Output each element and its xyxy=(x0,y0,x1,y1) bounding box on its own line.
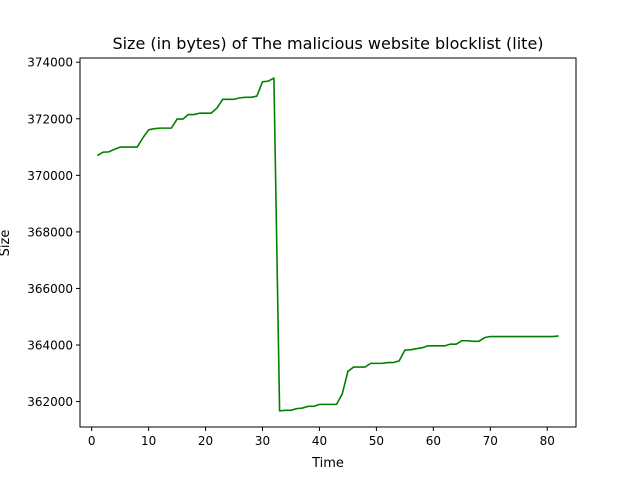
x-tick-label: 40 xyxy=(312,434,327,448)
x-tick-label: 50 xyxy=(369,434,384,448)
y-axis-label: Size xyxy=(0,230,13,257)
y-tick-label: 370000 xyxy=(27,169,73,183)
x-tick-label: 30 xyxy=(255,434,270,448)
y-tick-label: 366000 xyxy=(27,282,73,296)
chart-title: Size (in bytes) of The malicious website… xyxy=(112,34,543,53)
x-tick-label: 80 xyxy=(540,434,555,448)
y-tick-label: 364000 xyxy=(27,339,73,353)
x-axis-ticks: 0 10 20 30 40 50 60 70 80 xyxy=(88,427,555,448)
y-tick-label: 374000 xyxy=(27,56,73,70)
y-tick-label: 372000 xyxy=(27,112,73,126)
y-axis-ticks: 362000 364000 366000 368000 370000 372000 3740… xyxy=(27,56,80,409)
y-tick-label: 368000 xyxy=(27,225,73,239)
x-axis-label: Time xyxy=(311,456,344,471)
x-tick-label: 60 xyxy=(426,434,441,448)
series-line xyxy=(96,77,559,412)
x-tick-label: 70 xyxy=(483,434,498,448)
plot-frame xyxy=(79,57,577,428)
x-tick-label: 10 xyxy=(141,434,156,448)
y-tick-label: 362000 xyxy=(27,395,73,409)
x-tick-label: 20 xyxy=(198,434,213,448)
x-tick-label: 0 xyxy=(88,434,96,448)
